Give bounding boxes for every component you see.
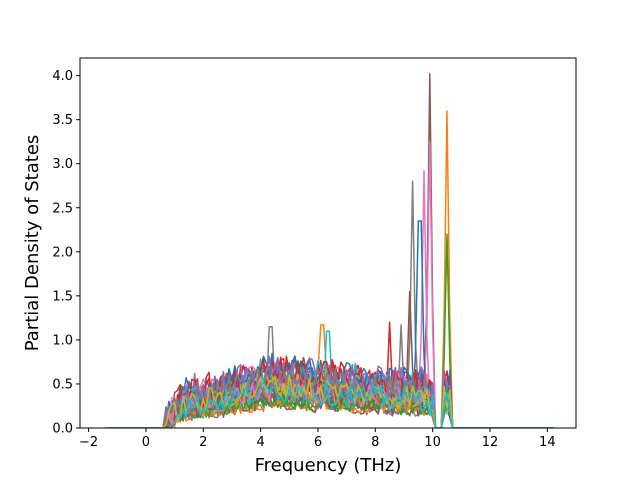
y-tick-label: 0.0 bbox=[52, 422, 73, 437]
y-axis-label: Partial Density of States bbox=[22, 135, 43, 352]
y-tick-label: 3.0 bbox=[52, 157, 73, 172]
pdos-series-line bbox=[105, 393, 554, 428]
y-tick-label: 1.0 bbox=[52, 333, 73, 348]
x-tick-label: 8 bbox=[371, 435, 379, 450]
y-tick-label: 1.5 bbox=[52, 289, 73, 304]
x-tick-label: 2 bbox=[199, 435, 207, 450]
x-tick-label: 6 bbox=[314, 435, 322, 450]
x-axis-label: Frequency (THz) bbox=[255, 455, 402, 476]
pdos-series-line bbox=[105, 381, 554, 428]
y-axis: 0.0 0.5 1.0 1.5 2.0 2.5 3.0 3.5 4.0 bbox=[52, 69, 80, 437]
x-tick-label: 14 bbox=[539, 435, 556, 450]
x-tick-label: 4 bbox=[256, 435, 264, 450]
plot-frame bbox=[79, 57, 577, 429]
pdos-series-line bbox=[105, 352, 554, 428]
y-tick-label: 2.5 bbox=[52, 201, 73, 216]
x-tick-label: 0 bbox=[142, 435, 150, 450]
x-tick-label: −2 bbox=[79, 435, 98, 450]
x-axis: −2 0 2 4 6 8 10 12 14 bbox=[79, 428, 556, 450]
y-tick-label: 3.5 bbox=[52, 113, 73, 128]
series-layer bbox=[105, 73, 554, 428]
y-tick-label: 2.0 bbox=[52, 245, 73, 260]
x-tick-label: 12 bbox=[482, 435, 499, 450]
x-tick-label: 10 bbox=[424, 435, 441, 450]
y-tick-label: 0.5 bbox=[52, 377, 73, 392]
y-tick-label: 4.0 bbox=[52, 69, 73, 84]
